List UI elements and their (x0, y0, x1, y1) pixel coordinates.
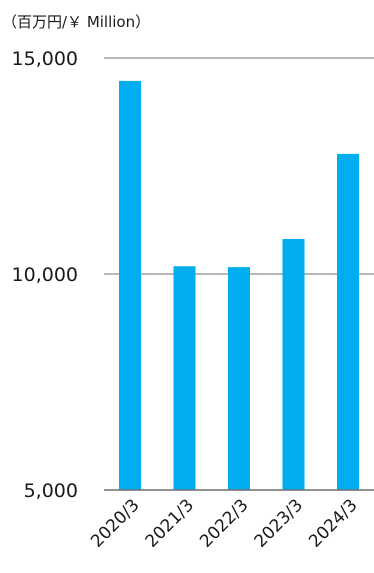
x-category-label: 2021/3 (142, 495, 198, 551)
bar (228, 267, 250, 490)
y-axis-ticks: 5,000 10,000 15,000 (12, 48, 78, 502)
y-tick-label: 15,000 (12, 48, 78, 70)
bar (173, 266, 196, 490)
y-tick-label: 10,000 (12, 264, 78, 286)
unit-label: （百万円/￥ Million） (2, 13, 150, 31)
bar (282, 239, 305, 490)
x-category-label: 2023/3 (251, 495, 307, 551)
gridlines (104, 57, 374, 275)
bar (119, 80, 141, 491)
bars (119, 80, 359, 491)
x-category-label: 2024/3 (305, 495, 361, 551)
x-category-label: 2020/3 (87, 495, 143, 551)
bar (337, 153, 359, 491)
x-category-label: 2022/3 (196, 495, 252, 551)
y-tick-label: 5,000 (24, 480, 78, 502)
